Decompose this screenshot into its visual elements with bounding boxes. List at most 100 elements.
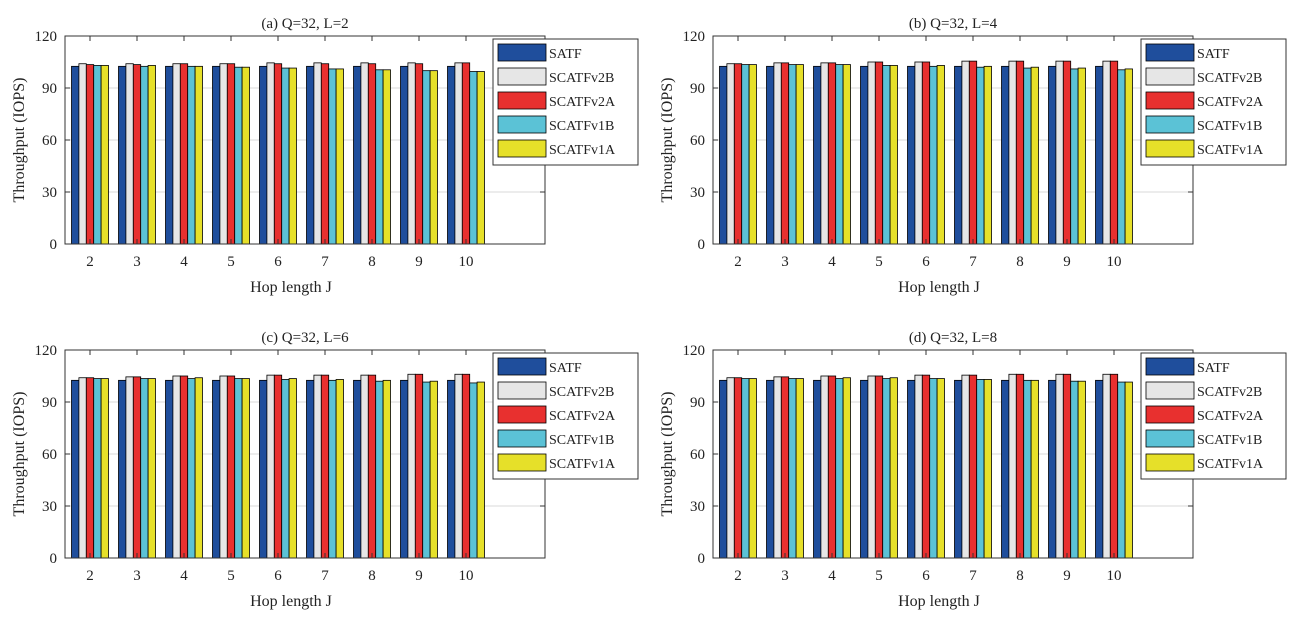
y-tick-label: 120 (35, 29, 58, 45)
bar-SCATFv2A-3 (132, 64, 142, 245)
bar-group-10 (1095, 60, 1133, 245)
bar-SCATFv2B-7 (961, 60, 970, 245)
bar-SCATFv1A-3 (147, 65, 156, 245)
bar-SATF-3 (118, 65, 127, 245)
bar-group-4 (813, 62, 851, 245)
bar-SCATFv1B-9 (1070, 68, 1079, 245)
bar-SCATFv2B-7 (313, 62, 322, 245)
bar-SCATFv2A-9 (414, 63, 424, 245)
bar-group-7 (954, 374, 992, 559)
bar-SCATFv1B-9 (1070, 380, 1079, 559)
bar-SATF-10 (447, 379, 456, 559)
bar-SCATFv1B-6 (281, 67, 290, 245)
bar-group-4 (813, 375, 851, 559)
x-tick-label: 7 (969, 254, 977, 270)
legend-label-SATF: SATF (549, 47, 582, 62)
y-tick-label: 60 (42, 133, 57, 149)
legend-swatch-SATF (1145, 43, 1195, 62)
bar-SCATFv2A-7 (320, 63, 330, 245)
bar-SCATFv1B-8 (375, 380, 384, 559)
bar-SCATFv2A-3 (780, 376, 790, 559)
legend-label-SCATFv1B: SCATFv1B (549, 119, 614, 134)
bar-SCATFv1B-4 (187, 65, 196, 245)
x-tick-label: 5 (875, 254, 883, 270)
bar-SCATFv2A-6 (273, 374, 283, 559)
bar-SCATFv2B-10 (454, 373, 463, 559)
x-tick-label: 6 (274, 254, 282, 270)
bar-SCATFv2B-2 (78, 63, 87, 245)
bar-SATF-5 (212, 379, 221, 559)
bar-SCATFv2B-5 (219, 63, 228, 245)
legend-swatch-SCATFv1A (497, 139, 547, 158)
bar-SATF-2 (719, 65, 728, 245)
chart-title: (a) Q=32, L=2 (261, 16, 348, 32)
y-tick-label: 90 (690, 395, 705, 411)
bar-SCATFv1B-8 (375, 69, 384, 245)
bar-SCATFv1B-7 (976, 66, 985, 245)
bar-SCATFv1A-4 (842, 64, 851, 245)
legend-swatch-SCATFv2A (1145, 91, 1195, 110)
legend: SATF SCATFv2B SCATFv2A SCATFv1B SCATFv1A (492, 38, 639, 166)
legend-label-SCATFv2A: SCATFv2A (1197, 409, 1264, 424)
bar-group-2 (71, 377, 109, 559)
bar-group-8 (353, 62, 391, 245)
x-tick-label: 5 (227, 568, 235, 584)
bar-SCATFv2B-6 (914, 61, 923, 245)
x-tick-label: 4 (180, 254, 188, 270)
bar-group-8 (1001, 60, 1039, 245)
bar-group-4 (165, 63, 203, 245)
bar-SCATFv1A-10 (1124, 381, 1133, 559)
bar-SATF-8 (353, 379, 362, 559)
x-tick-label: 6 (274, 568, 282, 584)
bar-group-5 (860, 61, 898, 245)
y-tick-label: 60 (42, 447, 57, 463)
bar-SCATFv1A-7 (335, 379, 344, 559)
x-tick-label: 8 (368, 568, 376, 584)
x-tick-label: 2 (86, 254, 94, 270)
y-tick-label: 120 (35, 343, 58, 359)
bar-SCATFv1A-3 (795, 378, 804, 559)
y-tick-label: 60 (690, 133, 705, 149)
bar-SCATFv2B-4 (172, 63, 181, 245)
y-axis-label: Throughput (IOPS) (659, 78, 676, 203)
bar-group-9 (400, 373, 438, 559)
bar-group-8 (353, 374, 391, 559)
bar-group-7 (306, 374, 344, 559)
y-tick-label: 30 (690, 499, 705, 515)
bar-SCATFv1B-3 (788, 378, 797, 559)
bar-SCATFv1A-10 (1124, 68, 1133, 245)
x-axis-label: Hop length J (898, 279, 980, 296)
x-tick-label: 5 (227, 254, 235, 270)
bar-SCATFv1B-4 (835, 64, 844, 245)
legend-label-SATF: SATF (1197, 361, 1230, 376)
bar-SCATFv2A-10 (461, 373, 471, 559)
bar-group-3 (118, 376, 156, 559)
legend-label-SCATFv1A: SCATFv1A (1197, 143, 1264, 158)
bar-SCATFv1A-8 (382, 379, 391, 559)
bar-SATF-7 (306, 65, 315, 245)
bar-SATF-4 (165, 65, 174, 245)
legend-swatch-SATF (497, 357, 547, 376)
bar-SCATFv1A-7 (983, 379, 992, 559)
bar-SCATFv2B-9 (407, 373, 416, 559)
x-tick-label: 4 (828, 254, 836, 270)
bar-SCATFv1A-5 (889, 377, 898, 559)
bar-SCATFv1A-7 (983, 65, 992, 245)
bar-group-9 (400, 62, 438, 245)
legend-swatch-SCATFv2B (1145, 67, 1195, 86)
legend-swatch-SCATFv1B (1145, 115, 1195, 134)
bar-group-5 (860, 375, 898, 559)
bar-SCATFv1A-3 (795, 64, 804, 245)
chart-b-svg: (b) Q=32, L=4 0 30 60 90 120 2 3 4 5 6 7 8 9 10 Hop len… (659, 16, 1287, 296)
bar-SCATFv1B-4 (835, 378, 844, 559)
bar-SATF-8 (353, 65, 362, 245)
bar-SCATFv1A-2 (100, 378, 109, 559)
bar-SATF-5 (860, 379, 869, 559)
legend-label-SCATFv2B: SCATFv2B (549, 385, 614, 400)
x-tick-label: 2 (734, 254, 742, 270)
legend-label-SATF: SATF (1197, 47, 1230, 62)
bar-SCATFv2A-8 (1015, 60, 1025, 245)
x-axis-label: Hop length J (250, 279, 332, 296)
bar-SATF-2 (719, 379, 728, 559)
